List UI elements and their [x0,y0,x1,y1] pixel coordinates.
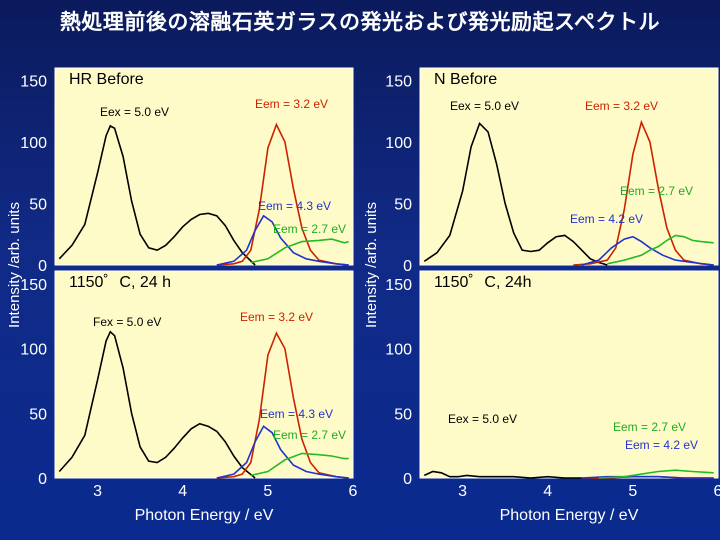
panel-2-series-1 [423,121,608,266]
panel-4-annotation-3: Eem = 4.2 eV [625,438,698,452]
y-tick-label: 100 [20,135,47,152]
x-axis-label-left: Photon Energy / eV [135,507,274,524]
y-tick-label: 0 [38,258,47,275]
y-axis-label-left: Intensity /arb. units [6,202,23,328]
panel-3-background [54,270,354,479]
panel-3-series-3 [216,425,349,479]
x-tick-label: 5 [263,483,272,500]
y-tick-label: 100 [20,342,47,359]
panel-4-series-3 [581,475,714,479]
panel-4-annotation-2: Eem = 2.7 eV [613,420,686,434]
y-tick-label: 0 [403,258,412,275]
panel-3-annotation-1: Fex = 5.0 eV [93,315,161,329]
x-tick-label: 3 [93,483,102,500]
panel-1-annotation-1: Eex = 5.0 eV [100,105,169,119]
y-tick-label: 50 [29,406,47,423]
y-tick-label: 150 [20,277,47,294]
y-tick-label: 150 [385,73,412,90]
panel-2-annotation-4: Eem = 4.2 eV [570,212,643,226]
panel-2-series-4 [607,234,714,265]
panel-4-label: 1150゜C, 24h [434,273,532,291]
page-title: 熱処理前後の溶融石英ガラスの発光および発光励起スペクトル [59,10,661,34]
panel-2-label: N Before [434,71,497,88]
panel-1-label: HR Before [69,71,144,88]
x-tick-label: 6 [349,483,358,500]
y-tick-label: 0 [403,471,412,488]
x-tick-label: 3 [458,483,467,500]
y-tick-label: 100 [385,342,412,359]
panel-1-series-2 [216,122,349,266]
panel-3-annotation-3: Eem = 4.3 eV [260,407,333,421]
y-tick-label: 150 [385,277,412,294]
y-tick-label: 100 [385,135,412,152]
panel-1-annotation-3: Eem = 4.3 eV [258,199,331,213]
x-tick-label: 6 [714,483,720,500]
panel-3-annotation-2: Eem = 3.2 eV [240,310,313,324]
panel-4-background [419,270,719,479]
panel-4-annotation-1: Eex = 5.0 eV [448,412,517,426]
panel-3-series-2 [216,331,349,479]
panel-3-series-4 [250,452,349,477]
y-tick-label: 0 [38,471,47,488]
panel-1-series-4 [250,238,349,264]
y-tick-label: 50 [29,196,47,213]
x-tick-label: 5 [628,483,637,500]
panel-4-series-4 [598,469,714,479]
panel-3-label: 1150゜C, 24 h [69,273,171,291]
panel-2-series-2 [573,119,714,266]
panel-3-series-1 [58,330,256,479]
y-tick-label: 50 [394,406,412,423]
x-tick-label: 4 [543,483,552,500]
x-tick-label: 4 [178,483,187,500]
panel-4-series-1 [423,470,582,479]
panel-2-annotation-2: Eem = 3.2 eV [585,99,658,113]
panel-3-annotation-4: Eem = 2.7 eV [273,428,346,442]
panel-2-series-3 [581,235,714,266]
panel-1-series-3 [216,214,349,266]
panel-1-series-1 [58,124,256,266]
y-axis-label-right: Intensity /arb. units [363,202,380,328]
panels: HR Before Eex = 5.0 eV Eem = 3.2 eV Eem = 4… [54,67,719,479]
y-tick-label: 150 [20,73,47,90]
panel-2-annotation-1: Eex = 5.0 eV [450,99,519,113]
axes-text: 150 100 50 0 150 100 50 0 150 100 50 0 150 100 50 0 3 4 5 6… [6,73,720,524]
x-axis-label-right: Photon Energy / eV [500,507,639,524]
y-tick-label: 50 [394,196,412,213]
panel-1-annotation-2: Eem = 3.2 eV [255,97,328,111]
panel-1-annotation-4: Eem = 2.7 eV [273,222,346,236]
panel-2-annotation-3: Eem = 2.7 eV [620,184,693,198]
panel-2-background [419,67,719,266]
